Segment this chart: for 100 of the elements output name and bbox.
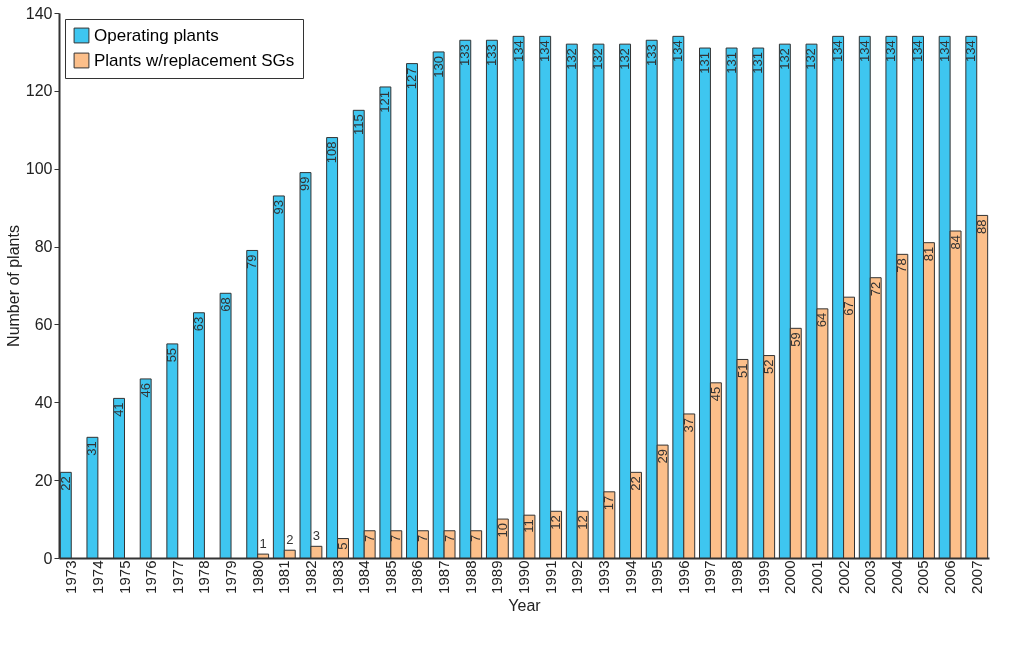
x-tick-label: 1974 — [88, 560, 106, 594]
data-label: 7 — [388, 534, 404, 542]
x-tick-label: 1998 — [728, 560, 746, 594]
x-tick-label: 2005 — [914, 560, 932, 594]
data-label: 99 — [297, 176, 313, 192]
data-label: 2 — [286, 532, 294, 548]
data-label: 72 — [867, 281, 883, 297]
x-tick-label: 1981 — [275, 560, 293, 594]
y-tick-label: 120 — [25, 82, 53, 100]
data-label: 55 — [164, 347, 180, 363]
data-label: 131 — [750, 52, 766, 74]
data-label: 88 — [974, 219, 990, 234]
y-tick-label: 20 — [34, 471, 53, 489]
data-label: 134 — [510, 40, 526, 63]
x-tick-label: 2002 — [834, 560, 852, 594]
data-label: 46 — [137, 382, 153, 398]
x-tick-label: 1992 — [568, 560, 586, 594]
x-tick-label: 1973 — [62, 560, 80, 594]
data-label: 12 — [548, 515, 564, 530]
x-tick-label: 1977 — [168, 560, 186, 594]
data-label: 22 — [627, 476, 643, 491]
data-label: 7 — [468, 534, 484, 542]
data-label: 78 — [894, 258, 910, 273]
y-tick-label: 100 — [25, 160, 53, 178]
data-label: 59 — [787, 332, 803, 347]
data-label: 45 — [707, 386, 723, 402]
data-label: 134 — [883, 40, 899, 63]
data-label: 7 — [361, 534, 377, 542]
x-tick-label: 1996 — [674, 560, 692, 594]
x-tick-label: 1975 — [115, 560, 133, 594]
data-label: 131 — [723, 52, 739, 74]
data-label: 134 — [830, 40, 846, 63]
data-label: 132 — [590, 48, 606, 70]
data-label: 41 — [111, 402, 127, 417]
data-label: 68 — [217, 297, 233, 312]
x-tick-label: 1982 — [301, 560, 319, 594]
x-tick-label: 1979 — [222, 560, 240, 594]
data-label: 81 — [920, 246, 936, 262]
data-label: 133 — [643, 44, 659, 66]
data-label: 134 — [537, 40, 553, 63]
x-tick-label: 1999 — [754, 560, 772, 594]
data-label: 11 — [521, 519, 537, 533]
data-label: 12 — [574, 515, 590, 530]
data-label: 51 — [734, 363, 750, 378]
data-label: 63 — [190, 316, 206, 332]
x-tick-label: 1997 — [701, 560, 719, 594]
data-label: 1 — [259, 536, 267, 552]
data-label: 93 — [270, 199, 286, 215]
x-tick-label: 1978 — [195, 560, 213, 594]
x-tick-label: 1989 — [488, 560, 506, 594]
legend-label: Operating plants — [94, 25, 219, 45]
x-tick-label: 2004 — [887, 560, 905, 594]
data-label: 132 — [803, 48, 819, 70]
y-tick-label: 0 — [43, 549, 53, 567]
x-tick-label: 1995 — [648, 560, 666, 594]
x-tick-label: 1980 — [248, 560, 266, 594]
x-tick-label: 2001 — [807, 560, 825, 594]
data-label: 133 — [483, 44, 499, 66]
data-label: 22 — [57, 476, 73, 491]
x-tick-label: 2000 — [781, 560, 799, 594]
x-tick-label: 1993 — [594, 560, 612, 594]
data-label: 37 — [681, 417, 697, 433]
data-label: 17 — [601, 495, 617, 511]
data-label: 29 — [654, 449, 670, 464]
data-label: 84 — [947, 235, 963, 250]
x-tick-label: 1986 — [408, 560, 426, 594]
x-axis-title: Year — [508, 596, 542, 614]
data-label: 31 — [84, 441, 100, 456]
y-tick-label: 60 — [34, 315, 53, 333]
x-tick-label: 1994 — [621, 560, 639, 594]
x-tick-label: 1985 — [381, 560, 399, 594]
data-label: 133 — [457, 44, 473, 66]
y-tick-label: 80 — [34, 238, 53, 256]
data-label: 115 — [350, 114, 366, 136]
data-label: 134 — [856, 40, 872, 63]
x-tick-label: 2003 — [861, 560, 879, 594]
x-tick-label: 1983 — [328, 560, 346, 594]
data-label: 127 — [404, 67, 420, 90]
data-label: 130 — [430, 55, 446, 78]
y-tick-label: 140 — [25, 4, 53, 22]
data-label: 134 — [910, 40, 926, 63]
data-label: 134 — [936, 40, 952, 63]
data-label: 10 — [494, 523, 510, 538]
data-label: 79 — [244, 254, 260, 269]
y-axis-title: Number of plants — [4, 225, 22, 347]
x-tick-label: 2007 — [967, 560, 985, 594]
x-tick-label: 1976 — [142, 560, 160, 594]
data-label: 5 — [335, 542, 351, 550]
data-label: 7 — [441, 534, 457, 542]
legend-label: Plants w/replacement SGs — [94, 50, 295, 70]
x-tick-label: 1984 — [355, 560, 373, 594]
data-label: 52 — [761, 359, 777, 375]
data-label: 132 — [563, 48, 579, 70]
x-tick-label: 1988 — [461, 560, 479, 594]
data-label: 131 — [696, 52, 712, 74]
data-label: 64 — [814, 312, 830, 328]
data-label: 132 — [776, 48, 792, 70]
x-tick-label: 1991 — [541, 560, 559, 594]
x-tick-label: 1987 — [435, 560, 453, 594]
x-tick-label: 1990 — [515, 560, 532, 594]
